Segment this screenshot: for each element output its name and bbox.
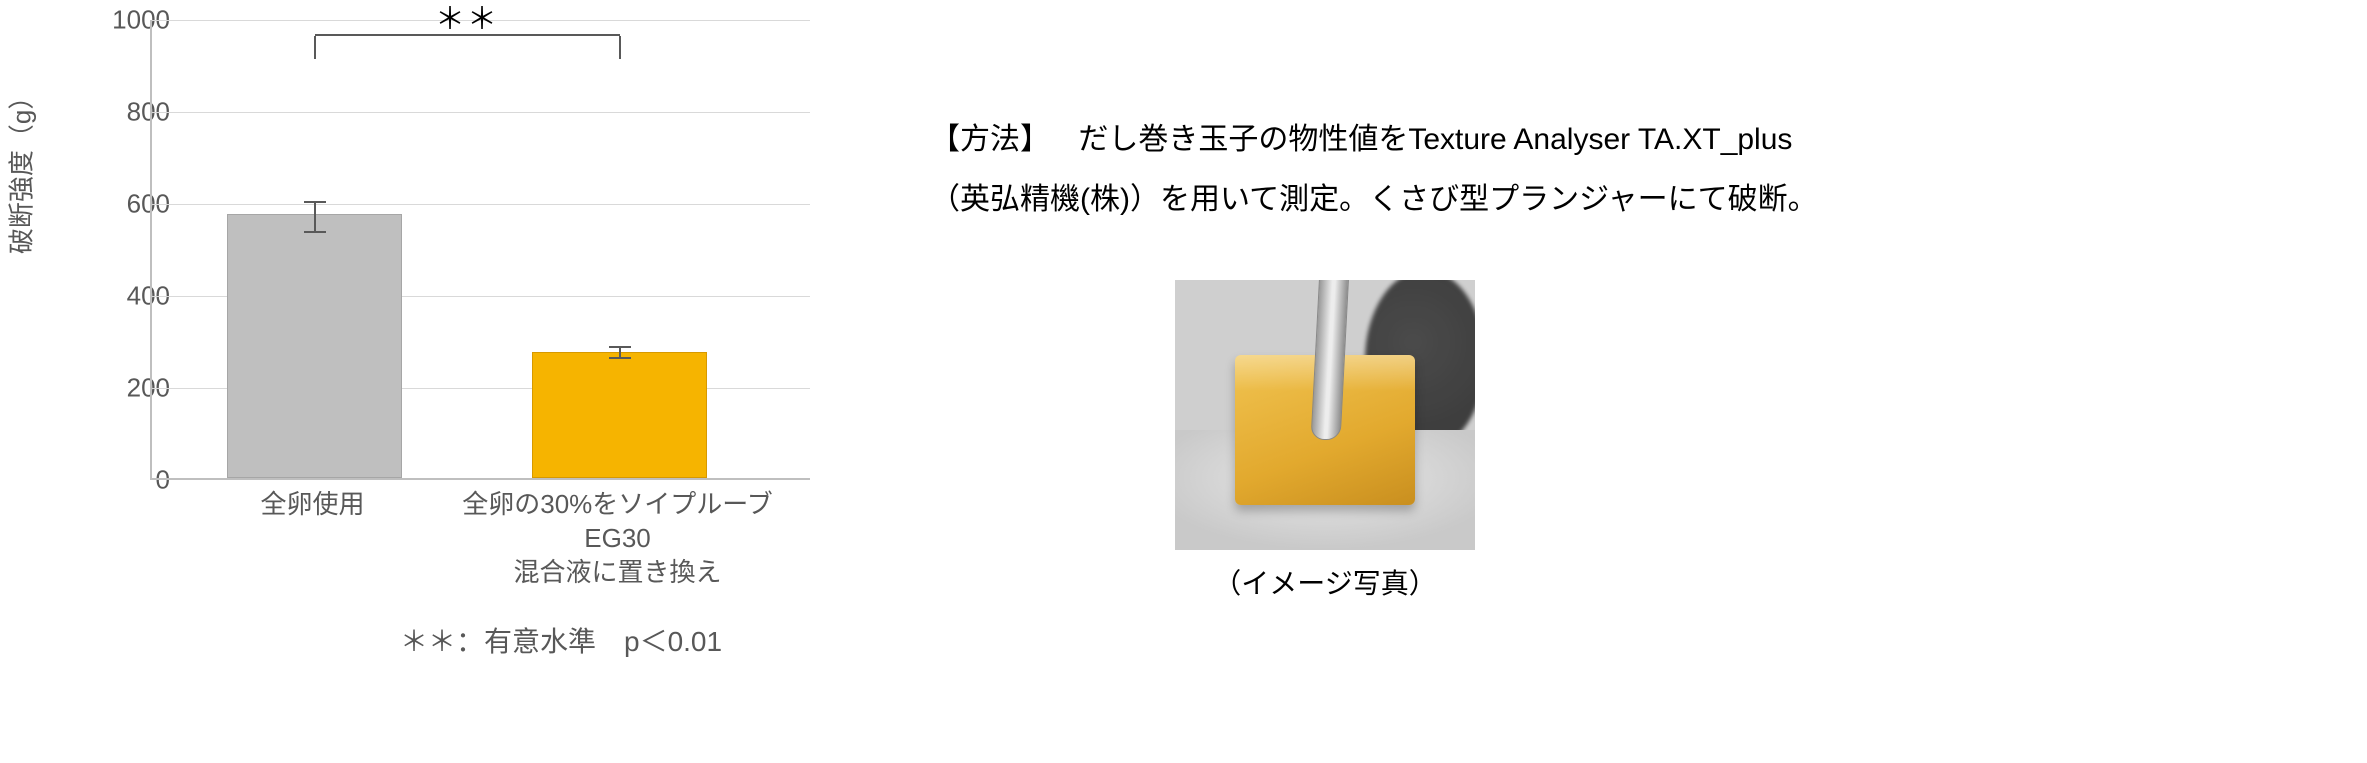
method-heading: 【方法】 — [930, 110, 1050, 170]
experiment-photo — [1175, 280, 1475, 550]
gridline — [152, 204, 810, 205]
significance-stars: ＊＊ — [435, 0, 499, 38]
bar-1 — [532, 352, 707, 479]
y-axis-label: 破断強度（g） — [2, 84, 39, 254]
error-cap — [304, 231, 326, 233]
plot-area: ＊＊ — [150, 20, 810, 480]
error-bar — [314, 202, 316, 232]
gridline — [152, 112, 810, 113]
significance-note: ＊＊：有意水準 p＜0.01 — [400, 620, 722, 660]
text-panel: 【方法】 だし巻き玉子の物性値をTexture Analyser TA.XT_p… — [930, 20, 2310, 743]
x-tick-label: 全卵使用 — [153, 488, 473, 522]
error-cap — [609, 357, 631, 359]
error-cap — [304, 201, 326, 203]
bar-0 — [227, 214, 402, 479]
bar-chart: 破断強度（g） 02004006008001000 ＊＊ 全卵使用全卵の30%を… — [20, 20, 840, 540]
method-line-2: （英弘精機(株)）を用いて測定。くさび型プランジャーにて破断。 — [930, 170, 2310, 230]
method-line-1: 【方法】 だし巻き玉子の物性値をTexture Analyser TA.XT_p… — [930, 110, 2310, 170]
error-cap — [609, 346, 631, 348]
chart-panel: 破断強度（g） 02004006008001000 ＊＊ 全卵使用全卵の30%を… — [20, 20, 840, 743]
x-tick-label: 全卵の30%をソイプルーブEG30混合液に置き換え — [458, 488, 778, 589]
photo-caption: （イメージ写真） — [1160, 562, 1490, 602]
photo-block: （イメージ写真） — [1160, 280, 1490, 602]
method-text-1: だし巻き玉子の物性値をTexture Analyser TA.XT_plus — [1078, 123, 1792, 156]
